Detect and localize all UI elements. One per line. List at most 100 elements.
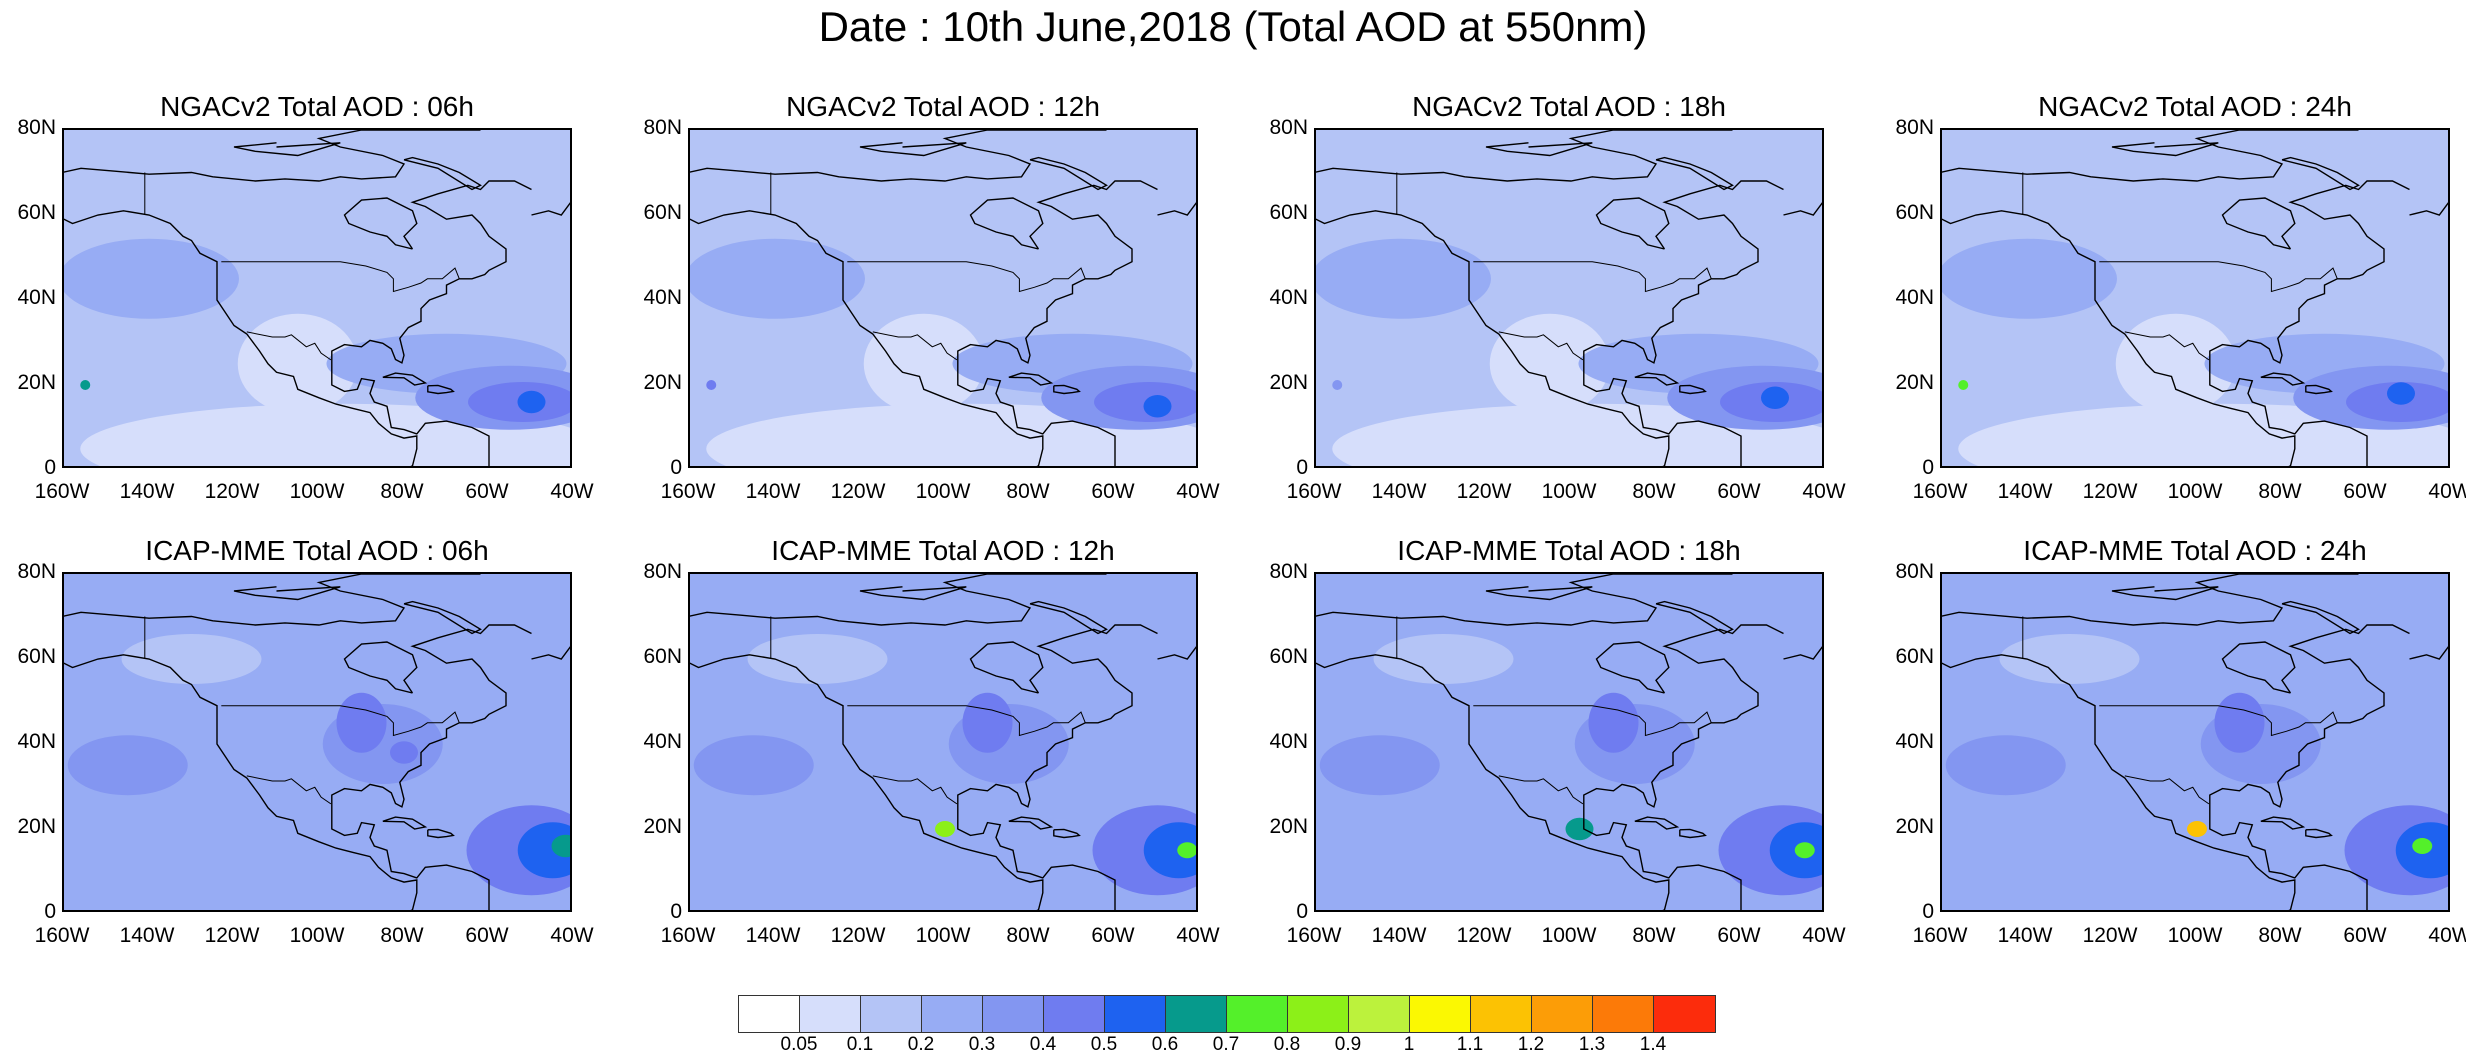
- coastline: [1634, 816, 1680, 830]
- x-tick-label: 60W: [465, 924, 509, 947]
- y-tick-label: 20N: [1269, 815, 1308, 838]
- panel-title: ICAP-MME Total AOD : 06h: [145, 535, 489, 566]
- aod-map-panel: [1314, 128, 1824, 468]
- country-border: [221, 261, 460, 293]
- x-tick-label: 100W: [289, 480, 345, 503]
- x-tick-label: 60W: [465, 480, 509, 503]
- x-tick-label: 60W: [1091, 480, 1135, 503]
- aod-map-panel: [62, 572, 572, 912]
- coastline: [64, 210, 418, 466]
- panel-title: ICAP-MME Total AOD : 12h: [771, 535, 1115, 566]
- x-tick-label: 100W: [2167, 924, 2223, 947]
- coastline: [427, 384, 455, 395]
- y-tick-label: 0: [44, 456, 56, 479]
- x-tick-label: 140W: [745, 480, 801, 503]
- colorbar-box: [983, 996, 1044, 1032]
- aod-band: [1143, 822, 1196, 879]
- coastline: [343, 197, 418, 250]
- aod-feature: [1332, 380, 1343, 390]
- coastline: [2111, 142, 2219, 157]
- coastline: [382, 372, 428, 386]
- aod-band: [962, 692, 1013, 753]
- colorbar-label: 0.7: [1212, 1034, 1240, 1055]
- colorbar-box: [1593, 996, 1654, 1032]
- coastline: [1595, 641, 1670, 694]
- aod-feature: [2387, 382, 2415, 405]
- x-tick-label: 60W: [1717, 924, 1761, 947]
- x-tick-label: 40W: [1176, 480, 1220, 503]
- x-tick-label: 40W: [1176, 924, 1220, 947]
- x-tick-label: 100W: [915, 924, 971, 947]
- y-tick-label: 0: [1922, 900, 1934, 923]
- x-tick-label: 160W: [1912, 480, 1968, 503]
- y-tick-label: 40N: [17, 730, 56, 753]
- map-canvas: [64, 130, 570, 466]
- coastline: [957, 624, 1158, 910]
- map-canvas: [64, 574, 570, 910]
- country-border: [2124, 775, 2210, 805]
- aod-map-panel: [688, 128, 1198, 468]
- coastline: [969, 641, 1044, 694]
- y-tick-label: 80N: [17, 560, 56, 583]
- aod-band: [1316, 238, 1491, 319]
- y-tick-label: 20N: [1895, 371, 1934, 394]
- coastline: [1053, 384, 1081, 395]
- aod-band: [690, 238, 865, 319]
- low-aod-region: [1999, 634, 2140, 684]
- y-tick-label: 80N: [643, 560, 682, 583]
- country-border: [246, 775, 332, 805]
- coastline: [690, 574, 1107, 626]
- coastline: [64, 130, 481, 182]
- coastline: [2305, 384, 2333, 395]
- aod-band: [1945, 735, 2066, 796]
- country-border: [1498, 331, 1584, 361]
- aod-band: [517, 822, 570, 879]
- coastline: [1655, 156, 1734, 191]
- coastline: [1679, 384, 1707, 395]
- x-tick-label: 140W: [1997, 924, 2053, 947]
- y-tick-label: 40N: [17, 286, 56, 309]
- x-tick-label: 60W: [2343, 480, 2387, 503]
- aod-feature: [390, 741, 418, 764]
- aod-feature: [551, 834, 570, 858]
- y-tick-label: 40N: [1269, 286, 1308, 309]
- x-tick-label: 80W: [2258, 480, 2302, 503]
- coastline: [1157, 646, 1196, 660]
- colorbar-label: 0.05: [780, 1034, 818, 1055]
- country-border: [1473, 705, 1712, 737]
- colorbar-label: 0.5: [1090, 1034, 1118, 1055]
- panel-title: ICAP-MME Total AOD : 18h: [1397, 535, 1741, 566]
- panel-title: NGACv2 Total AOD : 12h: [786, 91, 1100, 122]
- y-tick-label: 20N: [1269, 371, 1308, 394]
- y-tick-label: 0: [1296, 900, 1308, 923]
- country-border: [2099, 261, 2338, 293]
- coastline: [531, 202, 570, 216]
- y-tick-label: 80N: [1269, 116, 1308, 139]
- colorbar-box: [1349, 996, 1410, 1032]
- low-aod-region: [863, 313, 984, 414]
- x-tick-label: 140W: [119, 480, 175, 503]
- x-tick-label: 120W: [204, 924, 260, 947]
- x-tick-label: 60W: [2343, 924, 2387, 947]
- aod-map-panel: [688, 572, 1198, 912]
- colorbar-label: 0.8: [1273, 1034, 1301, 1055]
- y-tick-label: 40N: [1895, 730, 1934, 753]
- x-tick-label: 80W: [1006, 480, 1050, 503]
- colorbar-box: [861, 996, 922, 1032]
- coastline: [1053, 828, 1081, 839]
- aod-feature: [517, 390, 546, 414]
- figure-title: Date : 10th June,2018 (Total AOD at 550n…: [818, 3, 1648, 50]
- y-tick-label: 40N: [643, 286, 682, 309]
- aod-map-panel: [1314, 572, 1824, 912]
- x-tick-label: 120W: [830, 924, 886, 947]
- map-canvas: [1316, 130, 1822, 466]
- map-canvas: [1316, 574, 1822, 910]
- colorbar-label: 0.3: [968, 1034, 996, 1055]
- aod-feature: [80, 380, 91, 390]
- x-tick-label: 160W: [34, 924, 90, 947]
- aod-feature: [1761, 386, 1789, 409]
- map-canvas: [1942, 130, 2448, 466]
- coastline: [233, 586, 341, 601]
- colorbar-box: [1166, 996, 1227, 1032]
- y-tick-label: 80N: [17, 116, 56, 139]
